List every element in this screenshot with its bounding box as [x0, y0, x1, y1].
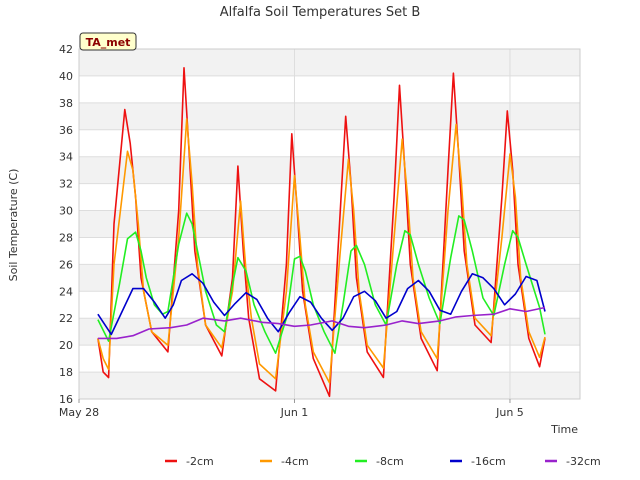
plot-area-frame	[78, 48, 581, 400]
y-tick-label: 30	[59, 205, 73, 218]
background-band	[79, 49, 580, 76]
legend: -2cm -4cm -8cm -16cm -32cm	[165, 455, 601, 468]
series-line-32cm	[97, 306, 546, 340]
background-band	[79, 102, 580, 130]
x-axis-ticks: May 28 Jun 1 Jun 5	[59, 399, 524, 419]
chart-title: Alfalfa Soil Temperatures Set B	[220, 5, 421, 20]
y-tick-label: 36	[59, 124, 73, 137]
legend-label: -8cm	[376, 455, 404, 468]
x-tick-label: May 28	[59, 406, 99, 419]
legend-label: -32cm	[566, 455, 601, 468]
series-line-4cm	[97, 118, 546, 384]
station-badge-box	[79, 32, 137, 51]
series-line-8cm	[97, 212, 546, 355]
y-tick-label: 16	[59, 393, 73, 406]
x-axis-label: Time	[550, 423, 578, 436]
background-band	[79, 210, 580, 238]
y-tick-label: 32	[59, 178, 73, 191]
y-tick-label: 42	[59, 43, 73, 56]
y-tick-label: 22	[59, 312, 73, 325]
background-bands	[79, 49, 580, 399]
series-lines	[97, 67, 546, 398]
y-tick-label: 24	[59, 285, 73, 298]
x-tick-label: Jun 1	[280, 406, 309, 419]
legend-label: -4cm	[281, 455, 309, 468]
y-tick-label: 20	[59, 339, 73, 352]
background-band	[79, 264, 580, 292]
legend-label: -16cm	[471, 455, 506, 468]
y-axis-label: Soil Temperature (C)	[7, 169, 20, 282]
legend-label: -2cm	[186, 455, 214, 468]
y-tick-label: 28	[59, 231, 73, 244]
y-tick-label: 18	[59, 366, 73, 379]
series-line-16cm	[97, 272, 546, 336]
x-tick-label: Jun 5	[495, 406, 524, 419]
y-tick-label: 38	[59, 97, 73, 110]
y-axis-ticks: 16 18 20 22 24 26 28 30 32 34 36 38 40 42	[59, 43, 73, 406]
y-tick-label: 40	[59, 70, 73, 83]
station-badge-text: TA_met	[86, 36, 131, 49]
station-badge: TA_met	[79, 32, 137, 51]
y-tick-label: 26	[59, 258, 73, 271]
y-tick-label: 34	[59, 151, 73, 164]
background-band	[79, 156, 580, 184]
